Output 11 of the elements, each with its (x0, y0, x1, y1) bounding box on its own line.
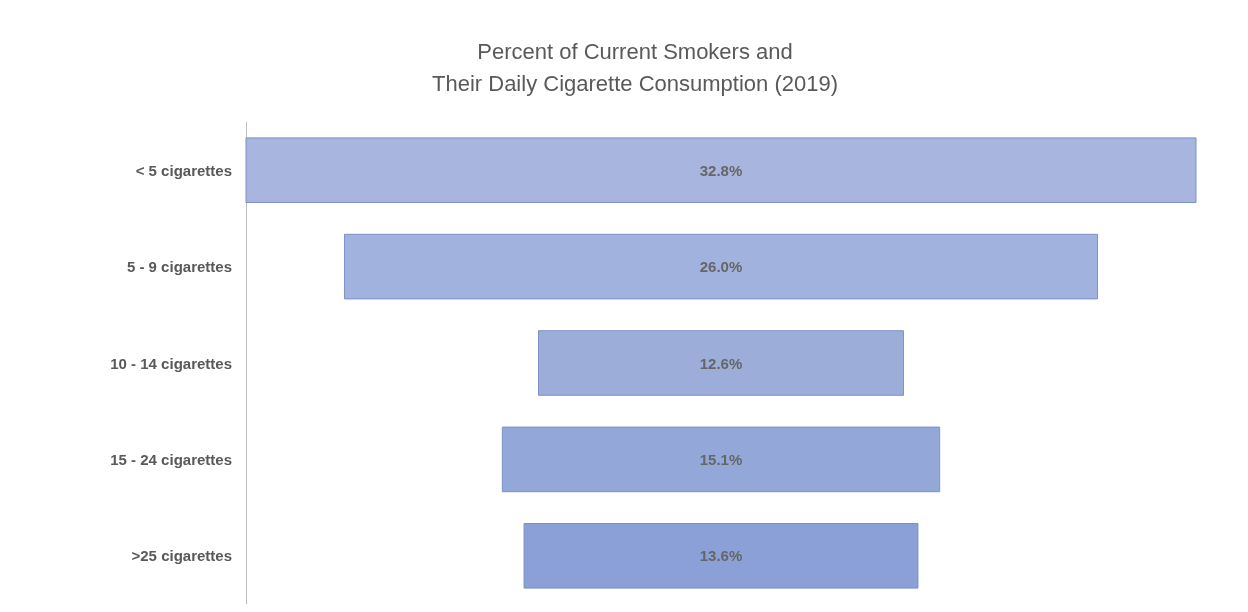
data-label: 32.8% (699, 161, 743, 179)
data-label: 13.6% (699, 547, 743, 565)
category-label: 15 - 24 cigarettes (110, 450, 232, 468)
data-label: 15.1% (699, 450, 743, 468)
data-label: 12.6% (699, 354, 743, 372)
text: Percent of Current Smokers and Their Daily Cigarette Consumption (2019) (432, 38, 838, 96)
category-label: 10 - 14 cigarettes (110, 354, 232, 372)
category-label: < 5 cigarettes (135, 161, 232, 179)
category-label: 5 - 9 cigarettes (126, 258, 232, 276)
data-label: 26.0% (699, 258, 743, 276)
category-label: >25 cigarettes (131, 547, 232, 565)
